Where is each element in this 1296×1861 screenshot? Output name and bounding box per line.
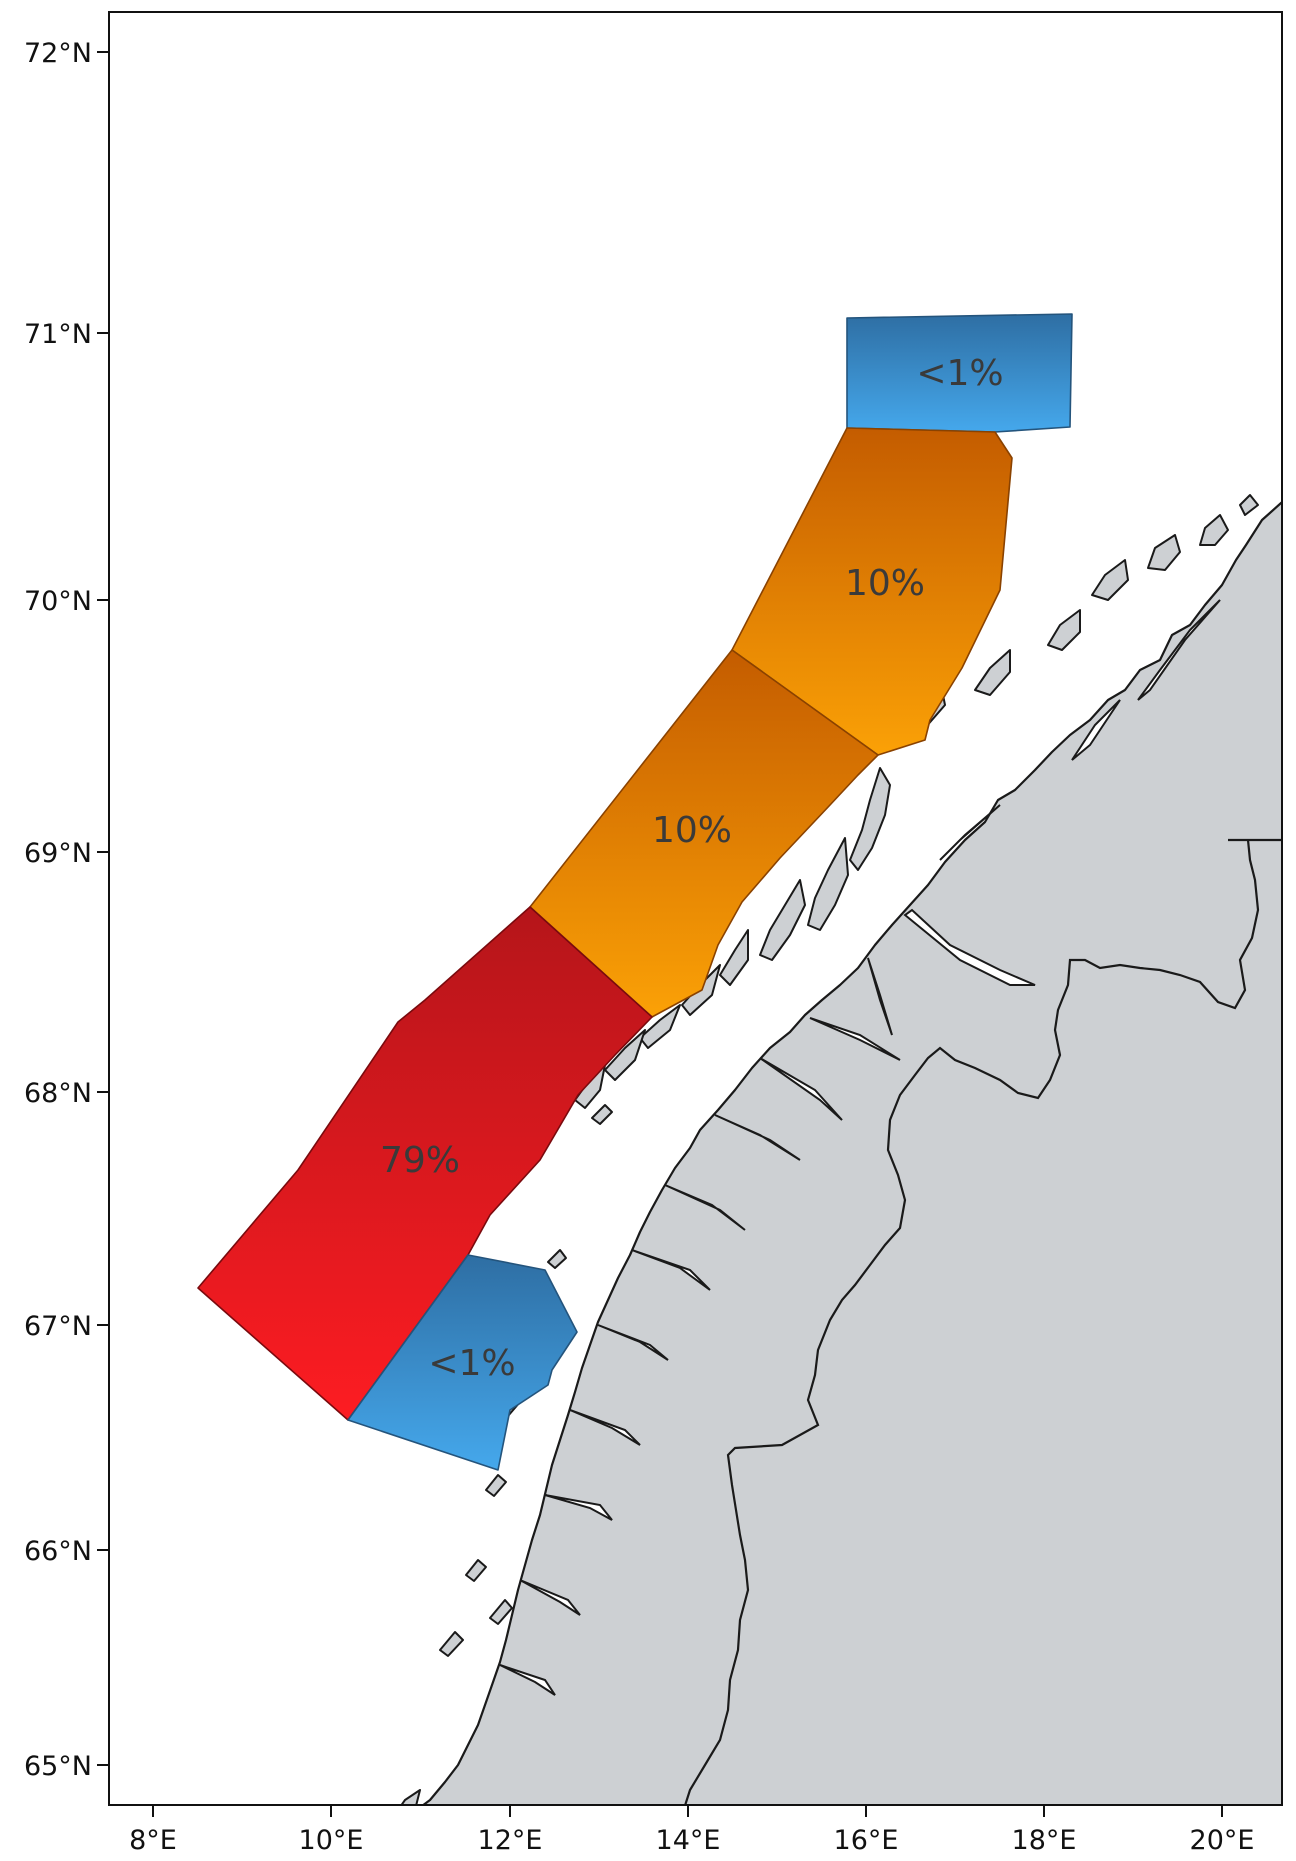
- lat-tick-label: 65°N: [24, 1751, 92, 1782]
- lat-tick-label: 69°N: [24, 838, 92, 869]
- plot-frame: [108, 11, 1283, 1806]
- national-border: [684, 838, 1282, 1805]
- zone-north-blue: [846, 313, 1073, 433]
- zone-label-red: 79%: [380, 1140, 460, 1181]
- lat-tick-label: 72°N: [24, 38, 92, 69]
- lat-tick-label: 71°N: [24, 319, 92, 350]
- mainland-land: [421, 500, 1282, 1805]
- lon-tick-label: 10°E: [299, 1825, 364, 1856]
- lon-tick-label: 12°E: [478, 1825, 543, 1856]
- lon-tick-label: 18°E: [1012, 1825, 1077, 1856]
- lon-tick-label: 14°E: [656, 1825, 721, 1856]
- lat-tick-label: 70°N: [24, 586, 92, 617]
- zone-label-south-blue: <1%: [428, 1343, 515, 1384]
- zone-label-north-blue: <1%: [916, 353, 1003, 394]
- zone-south-blue: [347, 1254, 578, 1471]
- longitude-axis: [152, 1805, 1223, 1817]
- zone-label-middle-orange: 10%: [652, 810, 732, 851]
- lat-tick-label: 67°N: [24, 1311, 92, 1342]
- lat-tick-label: 68°N: [24, 1078, 92, 1109]
- lon-tick-label: 16°E: [834, 1825, 899, 1856]
- latitude-axis: [97, 51, 109, 1766]
- fjords: [499, 599, 1221, 1696]
- lon-tick-label: 8°E: [129, 1825, 177, 1856]
- zone-label-north-orange: 10%: [845, 563, 925, 604]
- fishing-zones: [197, 313, 1073, 1471]
- lon-tick-label: 20°E: [1190, 1825, 1255, 1856]
- lat-tick-label: 66°N: [24, 1536, 92, 1567]
